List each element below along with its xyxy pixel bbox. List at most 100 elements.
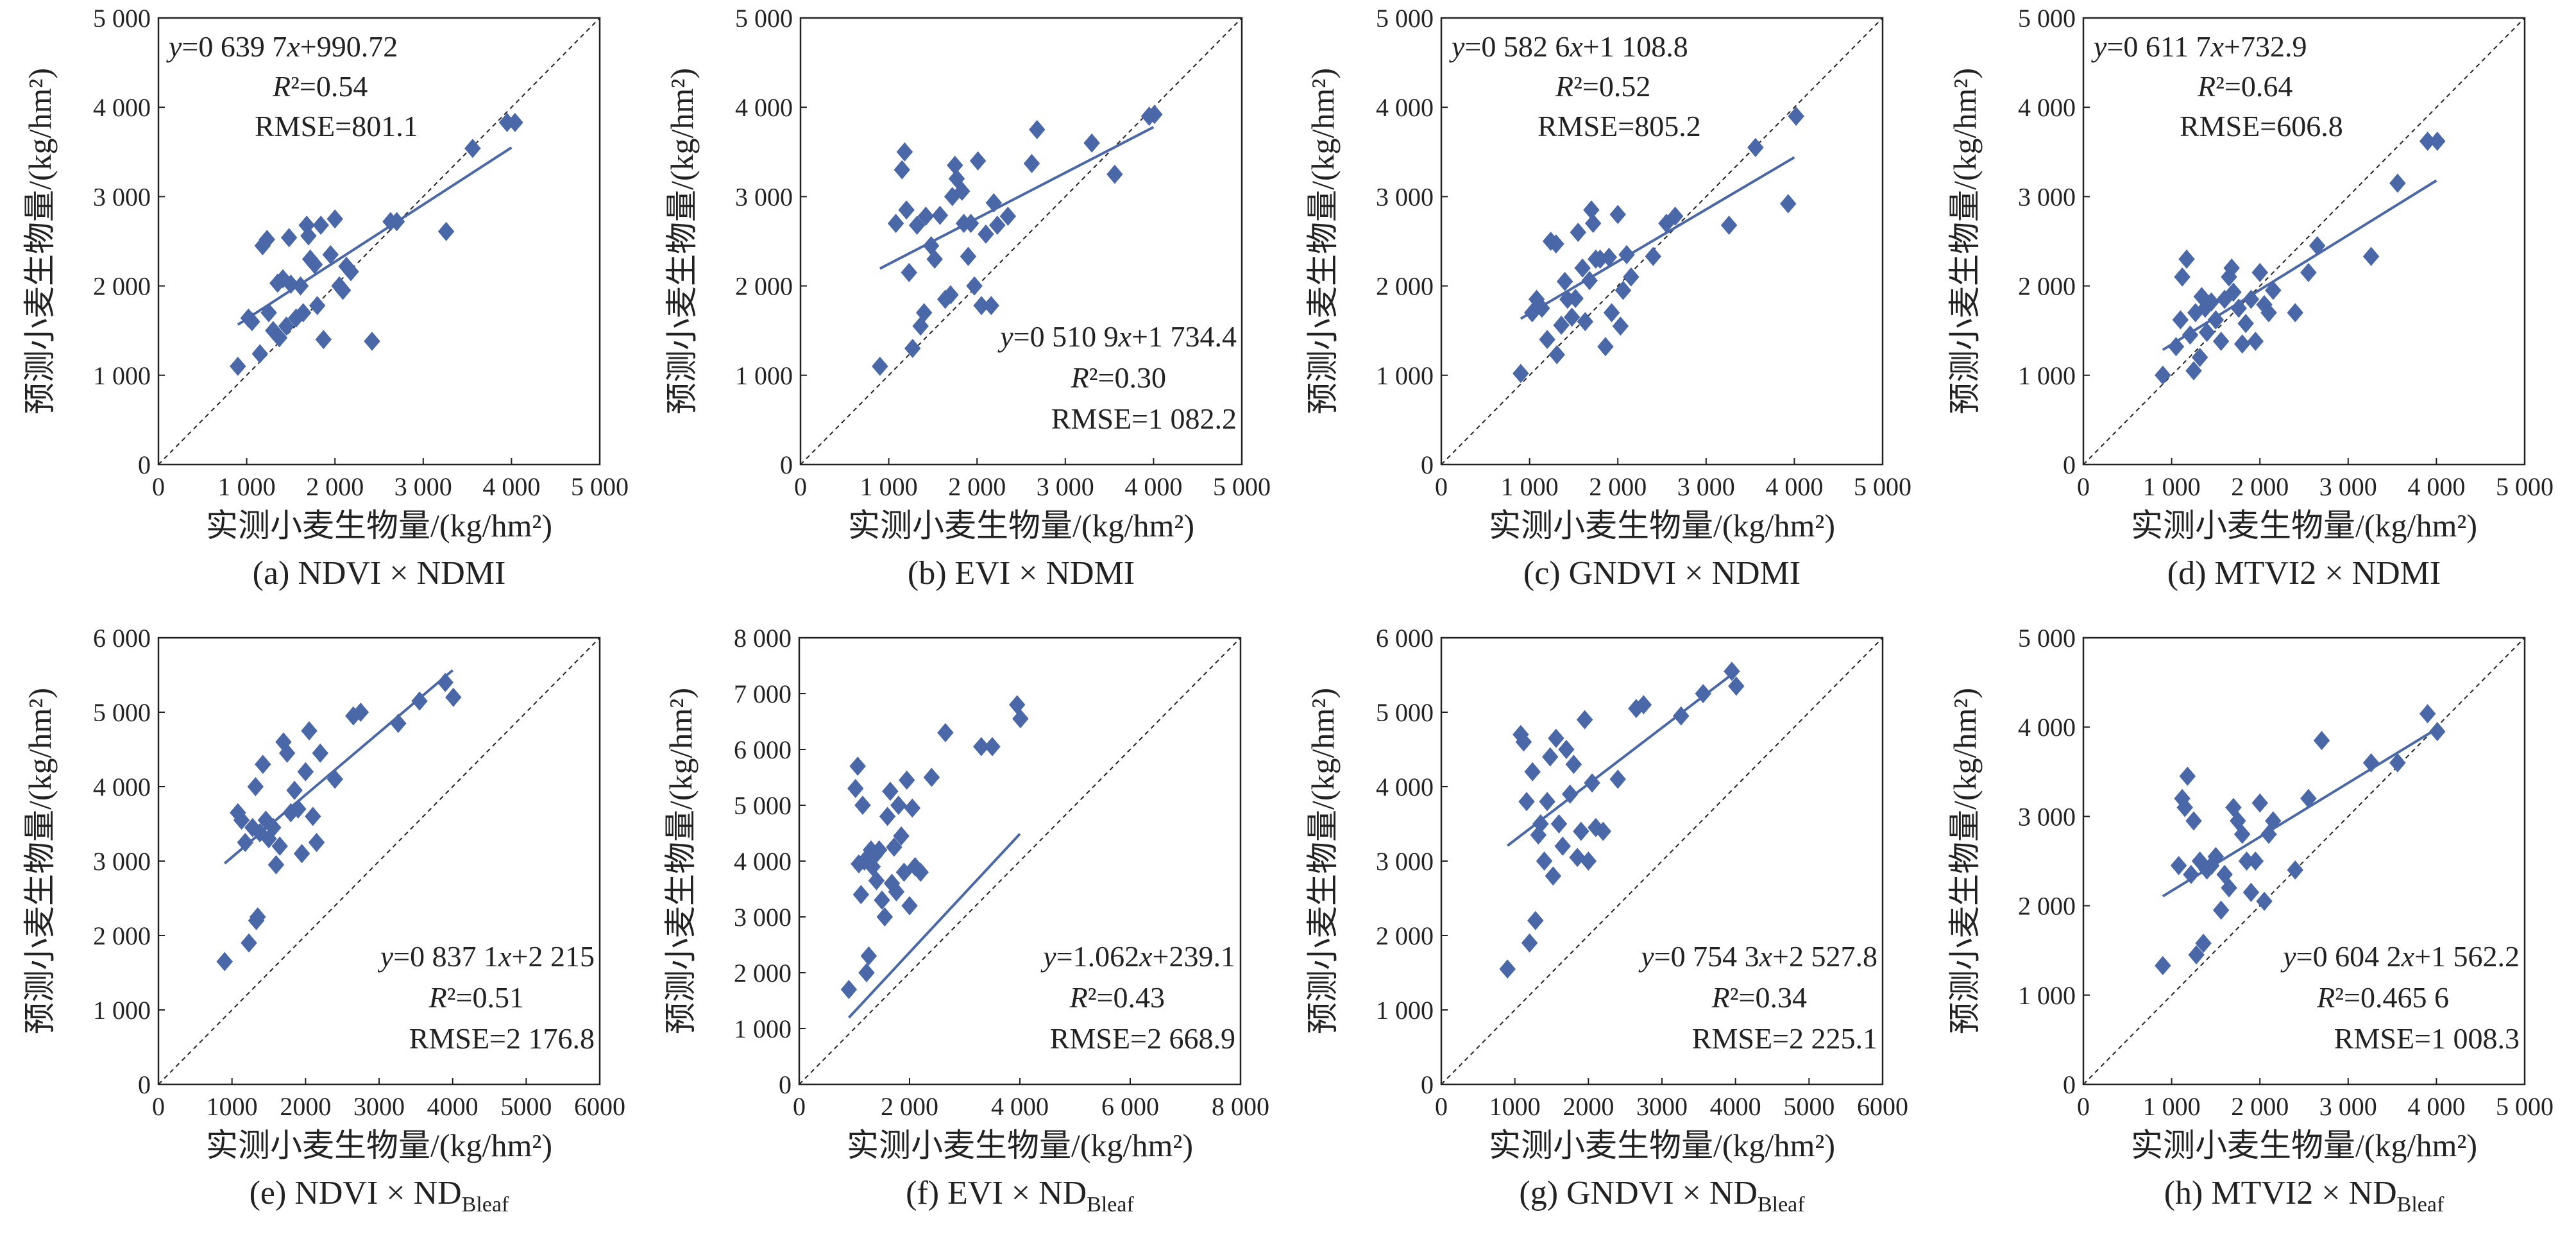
data-point: [1012, 709, 1029, 729]
r-squared-label: R²=0.64: [2197, 70, 2292, 103]
x-tick-label: 2 000: [2231, 472, 2289, 501]
data-point: [1600, 248, 1618, 268]
data-point: [915, 303, 933, 323]
one-to-one-line: [158, 637, 600, 1085]
data-point: [860, 946, 877, 966]
y-axis-label: 预测小麦生物量/(kg/hm²): [1305, 688, 1341, 1034]
data-point: [954, 182, 970, 201]
data-point: [2242, 289, 2260, 309]
data-point: [969, 151, 987, 171]
data-point: [984, 737, 1001, 756]
x-tick-label: 1 000: [218, 472, 276, 501]
data-point: [2233, 825, 2251, 844]
data-point: [2185, 361, 2202, 380]
data-point: [315, 330, 332, 350]
x-tick-label: 4 000: [2407, 472, 2465, 501]
x-tick-label: 0: [1435, 1092, 1448, 1121]
data-point: [1565, 755, 1582, 774]
data-point: [2287, 860, 2303, 880]
rmse-label: RMSE=1 008.3: [2334, 1022, 2520, 1055]
data-point: [2198, 322, 2216, 342]
data-point: [926, 249, 943, 269]
data-point: [960, 246, 977, 266]
x-tick-label: 4 000: [482, 472, 540, 501]
y-tick-label: 4 000: [93, 93, 151, 122]
fit-equation: y=0 582 6x+1 108.8: [1449, 30, 1688, 63]
y-axis-label: 预测小麦生物量/(kg/hm²): [1947, 688, 1983, 1034]
data-point: [868, 871, 885, 891]
fit-line: [847, 833, 1021, 1019]
data-point: [1728, 676, 1745, 696]
data-point: [879, 807, 896, 826]
r-squared-label: R²=0.465 6: [2316, 981, 2449, 1014]
data-point: [1554, 836, 1571, 856]
data-point: [890, 796, 907, 815]
data-point: [1576, 710, 1593, 730]
data-point: [294, 303, 312, 323]
data-point: [947, 155, 963, 175]
x-axis-label: 实测小麦生物量/(kg/hm²): [848, 508, 1194, 543]
y-tick-label: 6 000: [734, 735, 792, 764]
y-tick-label: 4 000: [2018, 93, 2076, 122]
data-point: [2429, 722, 2446, 742]
x-tick-label: 5 000: [2496, 1092, 2554, 1121]
data-point: [983, 296, 999, 316]
data-point: [2195, 934, 2212, 953]
data-point: [2176, 798, 2193, 817]
data-point: [267, 855, 285, 875]
y-tick-label: 4 000: [2018, 713, 2076, 742]
data-point: [265, 817, 282, 837]
plot-frame: [1440, 17, 1884, 466]
y-tick-label: 1 000: [93, 361, 151, 390]
data-point: [1623, 267, 1640, 287]
y-tick-label: 1 000: [93, 996, 151, 1025]
y-tick-label: 0: [1421, 1070, 1434, 1099]
data-point: [1521, 933, 1538, 953]
x-tick-label: 0: [152, 1092, 165, 1121]
data-point: [278, 743, 296, 763]
x-tick-label: 5 000: [1854, 472, 1911, 501]
rmse-label: RMSE=1 082.2: [1051, 402, 1237, 435]
data-point: [437, 221, 455, 241]
data-point: [2265, 280, 2282, 300]
x-axis-label: 实测小麦生物量/(kg/hm²): [206, 508, 552, 543]
x-tick-label: 4000: [1710, 1092, 1761, 1121]
data-point: [2212, 900, 2230, 920]
data-point: [1541, 747, 1559, 767]
panel-caption: (h) MTVI2 × NDBleaf: [2164, 1175, 2445, 1217]
y-tick-label: 4 000: [734, 847, 792, 876]
y-axis-label: 预测小麦生物量/(kg/hm²): [1305, 68, 1341, 414]
data-point: [912, 862, 929, 882]
y-tick-label: 5 000: [93, 4, 151, 33]
data-point: [1548, 234, 1564, 254]
data-point: [1556, 271, 1573, 291]
data-point: [306, 255, 323, 275]
data-point: [870, 840, 888, 860]
x-tick-label: 5 000: [571, 472, 629, 501]
rmse-label: RMSE=2 176.8: [409, 1022, 595, 1055]
data-point: [2179, 766, 2196, 786]
fit-line: [879, 126, 1155, 270]
data-point: [874, 890, 890, 910]
data-point: [2223, 258, 2240, 278]
data-point: [255, 755, 271, 774]
x-tick-label: 6 000: [1101, 1092, 1159, 1121]
data-point: [293, 844, 310, 864]
fit-line: [223, 669, 453, 865]
y-axis-label: 预测小麦生物量/(kg/hm²): [22, 688, 58, 1034]
data-point: [901, 262, 917, 282]
data-point: [250, 907, 266, 927]
data-point: [882, 782, 899, 801]
data-point: [2188, 945, 2205, 965]
data-point: [1614, 280, 1632, 300]
data-point: [1545, 866, 1562, 886]
data-point: [999, 207, 1017, 226]
x-axis-label: 实测小麦生物量/(kg/hm²): [1489, 1127, 1835, 1163]
y-tick-label: 5 000: [2018, 624, 2076, 653]
data-point: [1612, 316, 1629, 336]
data-point: [2287, 303, 2303, 323]
data-point: [2313, 731, 2330, 751]
fit-equation: y=0 604 2x+1 562.2: [2280, 940, 2520, 973]
y-tick-label: 2 000: [1376, 272, 1434, 301]
data-point: [876, 907, 894, 927]
